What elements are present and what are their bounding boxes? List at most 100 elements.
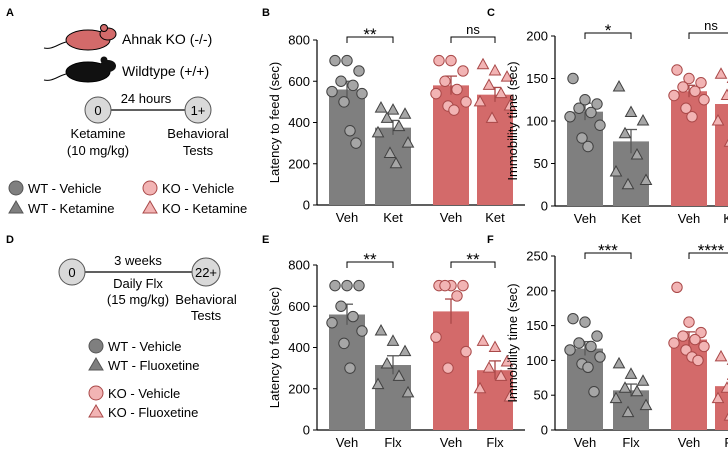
data-point: [374, 101, 388, 113]
data-point: [457, 279, 469, 292]
mouse-wt-icon: [43, 56, 116, 83]
chart-panel-b: B 0 200 400 600 800 Latency to feed (sec) Veh Ke…: [262, 7, 525, 225]
data-point: [594, 351, 606, 363]
data-point: [401, 385, 415, 398]
legend-ko-vehicle-icon: [142, 180, 158, 196]
chart-panel-c: C 0 50 100 150 200 Immobility time (sec) Veh Ket…: [487, 7, 728, 226]
data-point: [473, 381, 487, 394]
timeline-d-start-label: 0: [68, 265, 75, 280]
data-point: [392, 119, 406, 132]
data-point: [430, 331, 442, 343]
y-tick-label: 600: [288, 299, 310, 314]
x-tick-label: Veh: [440, 210, 462, 225]
data-point: [609, 391, 623, 404]
significance-bracket: [450, 261, 496, 268]
data-point: [711, 113, 725, 126]
data-point: [374, 323, 388, 336]
legend-d-wt-vehicle: WT - Vehicle: [108, 339, 181, 354]
data-point: [371, 377, 385, 390]
data-point: [451, 290, 463, 302]
chart-panel-e: E 0 200 400 600 800 Latency to feed (sec) Veh Fl…: [262, 234, 525, 450]
significance-label: **: [363, 25, 377, 44]
x-tick-label: Veh: [678, 435, 700, 450]
legend-d-ko-vehicle: KO - Vehicle: [108, 386, 180, 401]
legend-d-ko-fluoxetine: KO - Fluoxetine: [108, 405, 198, 420]
y-tick-label: 200: [526, 29, 548, 44]
data-point: [494, 86, 508, 99]
x-tick-label: Flx: [724, 435, 728, 450]
data-point: [714, 67, 728, 79]
y-tick-label: 50: [534, 156, 548, 171]
data-point: [582, 361, 594, 374]
interval-label: 24 hours: [121, 91, 172, 106]
y-tick-label: 0: [303, 198, 310, 213]
ketamine-dose: (10 mg/kg): [67, 143, 129, 158]
flx-label: Daily Flx: [113, 276, 163, 291]
timeline-node-start-label: 0: [94, 103, 101, 118]
y-tick-label: 250: [526, 249, 548, 264]
timeline-node-end-label: 1+: [191, 103, 206, 118]
data-point: [329, 54, 341, 67]
x-tick-label: Veh: [678, 211, 700, 226]
data-point: [689, 85, 701, 97]
data-point: [392, 369, 406, 381]
x-tick-label: Ket: [723, 211, 728, 226]
data-point: [695, 77, 707, 89]
y-tick-label: 800: [288, 258, 310, 273]
data-point: [573, 102, 585, 114]
x-tick-label: Ket: [383, 210, 403, 225]
data-point: [380, 356, 394, 369]
data-point: [448, 104, 460, 116]
schematic-a: A Ahnak KO (-/-) Wildtype (+/+) 0 1+ 24 …: [6, 7, 247, 216]
data-point: [720, 88, 728, 100]
y-tick-label: 400: [288, 340, 310, 355]
legend-wt-ketamine: WT - Ketamine: [28, 201, 114, 216]
legend-wt-vehicle-icon: [8, 180, 24, 196]
data-point: [680, 102, 692, 114]
data-point: [488, 63, 502, 76]
data-point: [335, 300, 347, 312]
mouse-ko-icon: [43, 24, 117, 51]
data-point: [482, 361, 496, 373]
significance-bracket: [688, 32, 728, 39]
data-point: [500, 354, 514, 367]
data-point: [401, 136, 415, 148]
data-point: [347, 79, 359, 92]
data-point: [356, 87, 368, 100]
data-point: [473, 94, 487, 107]
data-point: [476, 334, 490, 346]
data-point: [439, 279, 451, 292]
data-point: [573, 337, 585, 349]
y-axis-label: Immobility time (sec): [505, 283, 520, 402]
y-axis-label: Immobility time (sec): [505, 61, 520, 180]
legend-d-ko-fluoxetine-icon: [88, 404, 104, 418]
panel-letter-d: D: [6, 234, 14, 246]
y-tick-label: 200: [288, 381, 310, 396]
data-point: [594, 119, 606, 131]
data-point: [430, 87, 442, 100]
y-tick-label: 100: [526, 353, 548, 368]
panel-letter-a: A: [6, 7, 14, 19]
x-tick-label: Flx: [384, 435, 402, 450]
flx-dose: (15 mg/kg): [107, 292, 169, 307]
panel-letter: B: [262, 7, 270, 19]
data-point: [338, 337, 350, 350]
data-point: [503, 389, 517, 402]
data-point: [668, 337, 680, 349]
data-point: [350, 137, 362, 149]
data-point: [564, 111, 576, 123]
data-point: [445, 54, 457, 67]
legend-d-ko-vehicle-icon: [88, 385, 104, 401]
data-point: [585, 106, 597, 119]
data-point: [460, 345, 472, 358]
significance-bracket: [346, 261, 394, 268]
schematic-d: D 0 22+ 3 weeks Daily Flx (15 mg/kg) Beh…: [6, 234, 237, 420]
significance-label: ****: [698, 241, 725, 260]
data-point: [335, 75, 347, 87]
data-point: [585, 340, 597, 353]
bar: [715, 104, 728, 206]
significance-label: ns: [466, 22, 480, 37]
mouse-ko-label: Ahnak KO (-/-): [122, 31, 212, 47]
data-point: [338, 96, 350, 108]
